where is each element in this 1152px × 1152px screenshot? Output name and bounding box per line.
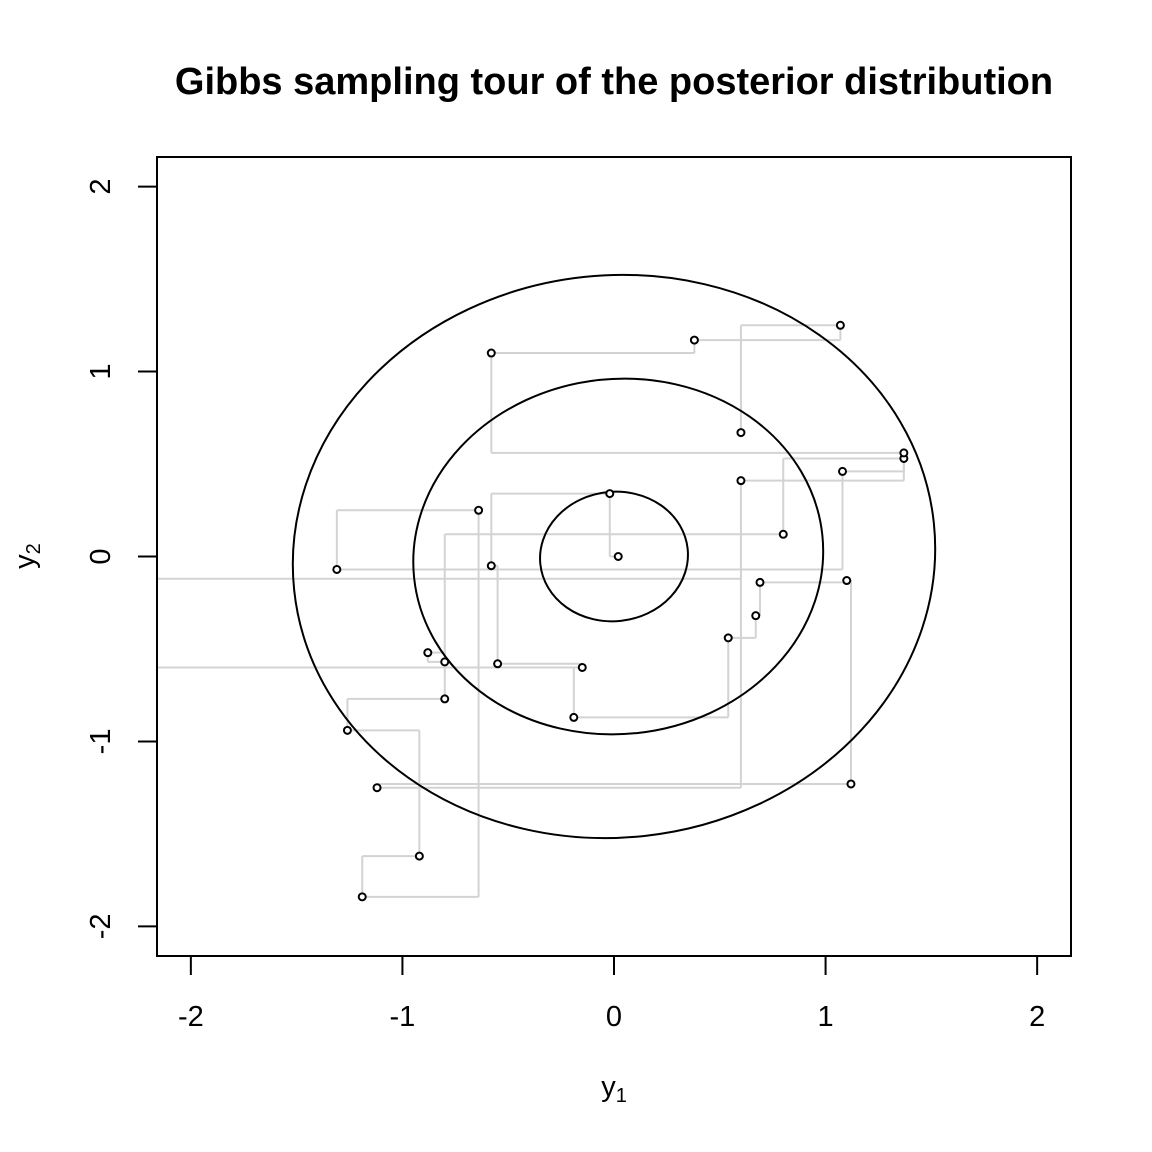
- x-tick-label: -1: [390, 1001, 416, 1033]
- sample-point: [899, 448, 909, 458]
- y-axis-label-sub: 2: [23, 543, 45, 554]
- contour-outer: [291, 273, 937, 840]
- sample-point: [414, 851, 424, 861]
- sample-point: [736, 428, 746, 438]
- chart-title: Gibbs sampling tour of the posterior dis…: [175, 61, 1053, 103]
- y-tick-label: 0: [85, 548, 117, 564]
- y-axis-label-base: y: [9, 554, 41, 569]
- sample-point: [486, 561, 496, 571]
- sample-point: [846, 779, 856, 789]
- sample-point: [689, 335, 699, 345]
- plot-area: [157, 273, 937, 902]
- sample-point: [372, 783, 382, 793]
- sample-point: [835, 320, 845, 330]
- x-axis-label-sub: 1: [616, 1085, 627, 1107]
- contour-middle: [412, 377, 825, 736]
- x-axis: -2 -1 0 1 2: [178, 955, 1045, 1033]
- sample-point: [332, 564, 342, 574]
- y-axis: -2 -1 0 1 2: [85, 179, 158, 940]
- sample-point: [440, 694, 450, 704]
- sample-point: [486, 348, 496, 358]
- sample-point: [474, 505, 484, 515]
- sample-point: [493, 659, 503, 669]
- sample-point: [357, 892, 367, 902]
- sample-point: [342, 725, 352, 735]
- sample-point: [613, 552, 623, 561]
- sample-point: [755, 577, 765, 587]
- sample-point: [723, 633, 733, 643]
- sample-point: [736, 476, 746, 486]
- x-axis-label-base: y: [601, 1071, 616, 1103]
- sample-point: [569, 712, 579, 722]
- y-tick-label: -1: [85, 729, 117, 755]
- sample-point: [577, 662, 587, 672]
- x-axis-label: y1: [601, 1071, 627, 1107]
- y-tick-label: -2: [85, 914, 117, 940]
- y-tick-label: 1: [85, 363, 117, 379]
- contour-layer: [291, 273, 937, 840]
- y-tick-label: 2: [85, 179, 117, 195]
- sample-point: [838, 466, 847, 476]
- sample-point: [751, 611, 761, 621]
- x-tick-label: 2: [1029, 1001, 1045, 1033]
- sample-point: [842, 576, 852, 586]
- sample-point: [605, 489, 615, 499]
- x-tick-label: 0: [606, 1001, 622, 1033]
- points-layer: [332, 320, 909, 902]
- x-tick-label: -2: [178, 1001, 204, 1033]
- sample-point: [778, 529, 788, 539]
- gibbs-path-layer: [157, 324, 905, 898]
- x-tick-label: 1: [818, 1001, 834, 1033]
- sample-point: [423, 648, 433, 658]
- y-axis-label: y2: [9, 543, 45, 569]
- sample-point: [440, 657, 450, 667]
